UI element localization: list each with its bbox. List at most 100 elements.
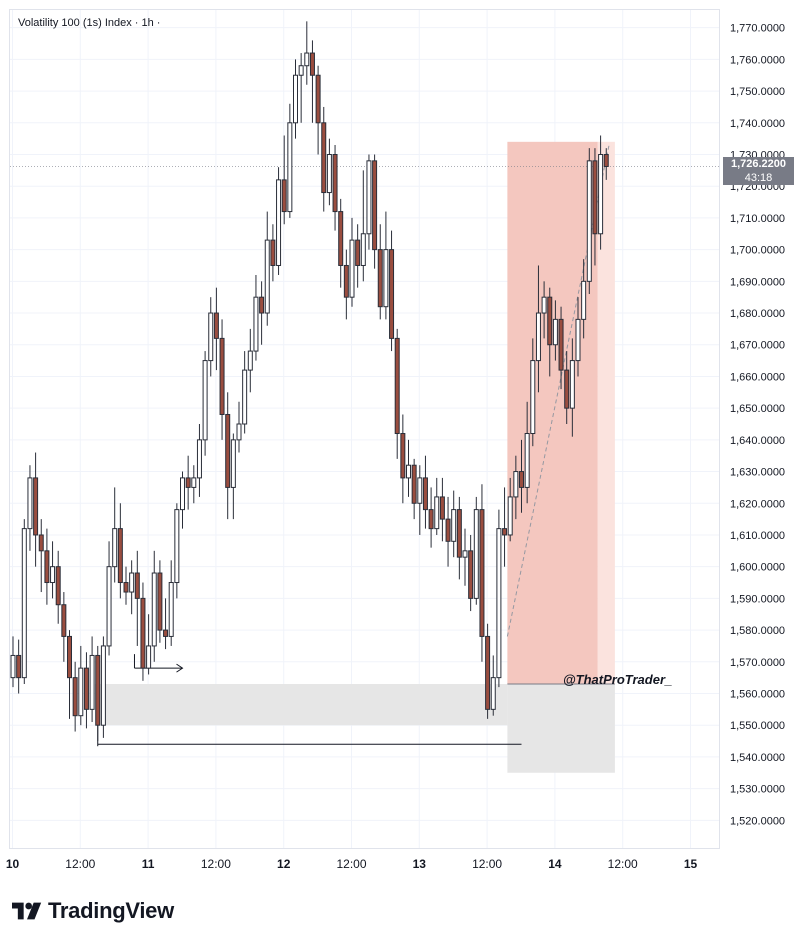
- candle-body: [603, 154, 609, 167]
- candle-body: [581, 280, 587, 320]
- candle-body: [485, 635, 491, 710]
- price-tick-label: 1,760.0000: [730, 54, 785, 66]
- candle-body: [281, 179, 287, 213]
- candle-body: [496, 528, 502, 679]
- price-tick-label: 1,680.0000: [730, 308, 785, 320]
- candle-body: [38, 534, 44, 552]
- candle-body: [434, 496, 440, 530]
- candle-body: [411, 464, 417, 504]
- candle-body: [343, 264, 349, 298]
- price-tick-label: 1,690.0000: [730, 276, 785, 288]
- price-tick-label: 1,740.0000: [730, 118, 785, 130]
- candle-body: [89, 654, 95, 710]
- price-tick-label: 1,750.0000: [730, 86, 785, 98]
- price-tick-label: 1,530.0000: [730, 784, 785, 796]
- candle-body: [422, 477, 428, 511]
- price-tick-label: 1,550.0000: [730, 720, 785, 732]
- candle-body: [592, 160, 598, 235]
- candle-body: [225, 413, 231, 488]
- price-tick-label: 1,580.0000: [730, 625, 785, 637]
- price-tick-label: 1,770.0000: [730, 23, 785, 35]
- candle-body: [67, 635, 72, 679]
- candle-body: [106, 566, 112, 647]
- candle-body: [78, 667, 84, 717]
- price-tick-label: 1,660.0000: [730, 371, 785, 383]
- price-tick-label: 1,610.0000: [730, 530, 785, 542]
- candle-body: [140, 597, 146, 669]
- price-tick-label: 1,630.0000: [730, 467, 785, 479]
- candle-body: [112, 528, 118, 568]
- candle-body: [389, 249, 395, 339]
- price-axis[interactable]: 1,520.0000 1,530.0000 1,540.0000 1,550.0000…: [730, 23, 785, 828]
- time-tick-label: 12:00: [336, 857, 366, 871]
- price-tick-label: 1,700.0000: [730, 245, 785, 257]
- candle-body: [259, 296, 265, 314]
- candle-body: [468, 550, 474, 599]
- candle-body: [507, 496, 513, 536]
- candle-body: [321, 122, 327, 194]
- candle-body: [383, 249, 389, 308]
- candle-body: [253, 296, 259, 352]
- candle-body: [564, 369, 570, 409]
- candle-body: [95, 654, 101, 726]
- candle-body: [530, 360, 536, 435]
- candle-body: [315, 74, 321, 124]
- candle-body: [519, 471, 524, 488]
- candle-body: [44, 550, 50, 584]
- candle-body: [417, 477, 423, 504]
- time-axis[interactable]: 10 12:00 11 12:00 12 12:00 13 12:00 14 12:00 15: [6, 857, 698, 871]
- chart-canvas[interactable]: 1,520.0000 1,530.0000 1,540.0000 1,550.0000…: [0, 0, 810, 890]
- candle-body: [513, 471, 519, 498]
- candle-body: [552, 318, 558, 346]
- time-tick-label: 14: [548, 857, 562, 871]
- price-tick-label: 1,650.0000: [730, 403, 785, 415]
- time-tick-label: 12: [277, 857, 291, 871]
- candle-body: [21, 528, 27, 679]
- tradingview-logo-text: TradingView: [48, 898, 174, 923]
- candle-body: [100, 645, 106, 726]
- candle-body: [547, 296, 553, 346]
- candle-body: [72, 677, 78, 717]
- author-watermark: @ThatProTrader_: [563, 672, 673, 687]
- candle-body: [151, 572, 157, 647]
- price-tick-label: 1,520.0000: [730, 815, 785, 827]
- candle-body: [129, 572, 135, 593]
- candle-body: [213, 312, 219, 339]
- candle-body: [185, 477, 191, 488]
- zones-layer: [94, 141, 615, 773]
- time-tick-label: 12:00: [201, 857, 231, 871]
- candle-body: [202, 360, 208, 441]
- candle-body: [406, 464, 411, 479]
- candle-body: [428, 509, 434, 530]
- candle-body: [456, 509, 462, 558]
- price-tick-label: 1,670.0000: [730, 340, 785, 352]
- tradingview-logo-icon: [12, 902, 42, 920]
- candle-body: [287, 122, 293, 213]
- chart-title: Volatility 100 (1s) Index · 1h ·: [18, 17, 161, 29]
- candle-body: [270, 239, 276, 266]
- time-tick-label: 11: [142, 857, 155, 871]
- arrow-head-icon: [176, 663, 184, 673]
- candle-body: [50, 566, 56, 584]
- candle-body: [134, 572, 140, 599]
- candle-body: [462, 550, 468, 558]
- candle-body: [61, 604, 67, 637]
- candle-body: [473, 509, 479, 599]
- candle-body: [55, 566, 61, 606]
- candle-body: [558, 318, 564, 371]
- candle-body: [264, 239, 270, 314]
- tradingview-logo[interactable]: TradingView: [12, 897, 174, 925]
- candle-body: [298, 65, 304, 76]
- stop-loss-zone-extension: [597, 141, 615, 684]
- candle-body: [16, 654, 22, 679]
- candle-body: [191, 477, 197, 488]
- candle-body: [326, 154, 332, 194]
- candle-body: [163, 629, 169, 637]
- candle-body: [360, 233, 366, 266]
- candle-body: [83, 667, 89, 710]
- candle-body: [355, 239, 361, 266]
- candle-body: [524, 433, 530, 488]
- candle-body: [168, 582, 174, 637]
- stop-loss-zone: [507, 141, 598, 684]
- candle-body: [157, 572, 163, 631]
